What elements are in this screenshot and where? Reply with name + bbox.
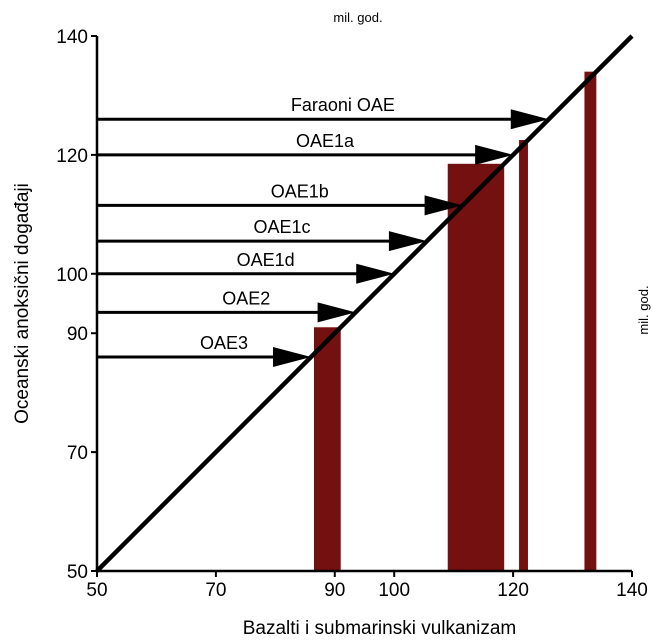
event-label: OAE2	[222, 288, 270, 308]
event-label: OAE1b	[271, 181, 329, 201]
event-3: OAE1c	[97, 217, 427, 252]
volcanism-bar-2	[519, 140, 528, 571]
volcanism-bars	[313, 71, 597, 572]
y-tick-label: 120	[56, 146, 88, 167]
x-axis-label: Bazalti i submarinski vulkanizam	[243, 618, 517, 639]
x-tick-label: 70	[205, 580, 226, 601]
y-tick-label: 70	[67, 443, 88, 464]
x-tick-label: 50	[86, 580, 107, 601]
event-label: Faraoni OAE	[291, 95, 395, 115]
event-arrows: Faraoni OAE OAE1a OAE1b OAE1c OAE1d OAE2 OAE3	[97, 95, 549, 367]
y-tick-label: 50	[67, 562, 88, 583]
event-label: OAE1c	[253, 217, 310, 237]
y-tick-label: 100	[56, 265, 88, 286]
right-unit-label: mil. god.	[636, 285, 651, 334]
event-2: OAE1b	[97, 181, 463, 216]
x-tick-label: 90	[324, 580, 345, 601]
age-correlation-line	[95, 34, 634, 573]
event-6: OAE3	[97, 333, 311, 367]
volcanism-bar-0	[313, 327, 341, 571]
event-label: OAE3	[200, 333, 248, 353]
event-5: OAE2	[97, 288, 356, 323]
event-arrow-head	[317, 302, 356, 323]
event-label: OAE1a	[296, 131, 355, 151]
event-label: OAE1d	[237, 250, 295, 270]
event-arrow-head	[388, 231, 427, 252]
diagonal-line	[95, 34, 634, 573]
event-1: OAE1a	[97, 131, 514, 165]
event-arrow-head	[356, 263, 395, 284]
x-tick-label: 140	[616, 580, 648, 601]
y-tick-label: 90	[67, 324, 88, 345]
event-arrow-head	[510, 109, 549, 130]
event-arrow-head	[475, 144, 514, 165]
x-tick-label: 120	[497, 580, 529, 601]
axes: 50 70 90 100 120 140 50 70 90 100 120 140	[56, 27, 648, 601]
x-tick-label: 100	[378, 580, 410, 601]
volcanism-bar-1	[447, 163, 505, 572]
event-arrow-head	[424, 195, 463, 216]
event-4: OAE1d	[97, 250, 395, 284]
event-arrow-head	[273, 347, 311, 367]
y-tick-label: 140	[56, 27, 88, 48]
y-axis-label: Oceanski anoksični događaji	[12, 183, 33, 424]
event-0: Faraoni OAE	[97, 95, 549, 130]
top-unit-label: mil. god.	[333, 10, 382, 25]
volcanism-bar-3	[584, 71, 597, 572]
